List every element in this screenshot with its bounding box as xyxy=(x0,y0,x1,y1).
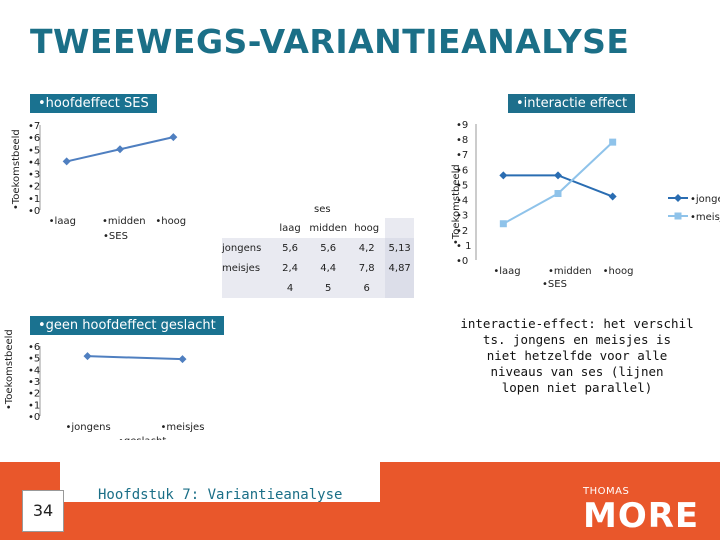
legend-marker xyxy=(674,194,682,202)
table-header-ses: ses xyxy=(314,204,331,215)
y-tick-label: •4 xyxy=(28,365,40,376)
data-point xyxy=(499,220,507,228)
y-axis-label: •Toekomstbeeld xyxy=(4,330,15,410)
x-axis-label: •geslacht xyxy=(118,436,166,440)
y-tick-label: •2 xyxy=(456,226,468,237)
table-cell: 5,6 xyxy=(282,242,299,254)
y-tick-label: •2 xyxy=(28,389,40,400)
table-row-label-meisjes: meisjes xyxy=(222,262,261,274)
x-axis-label: •SES xyxy=(103,231,128,242)
interaction-label: •interactie effect xyxy=(508,94,636,113)
data-point xyxy=(554,171,562,180)
y-tick-label: •5 xyxy=(456,180,468,191)
chart-gender: •Toekomstbeeld •0•1•2•3•4•5•6 •jongens •mei… xyxy=(4,330,205,440)
main-effect-label: •hoofdeffect SES xyxy=(30,94,157,113)
y-tick-label: •6 xyxy=(28,342,40,353)
x-tick-label: •laag xyxy=(493,266,520,277)
x-tick-label: •midden xyxy=(102,216,146,227)
logo-thomas-text: THOMAS xyxy=(583,486,630,497)
y-axis-label: •Toekomstbeeld xyxy=(451,164,462,245)
x-tick-label: •meisjes xyxy=(161,422,205,433)
y-tick-label: •6 xyxy=(456,165,468,176)
y-tick-label: •4 xyxy=(456,196,468,207)
table-cell: 2,4 xyxy=(282,262,299,274)
table-row-mean: 4,87 xyxy=(385,258,414,278)
data-point xyxy=(608,192,617,201)
y-tick-label: •1 xyxy=(28,194,40,205)
x-axis-label: •SES xyxy=(542,279,567,290)
y-tick-label: •6 xyxy=(28,133,40,144)
series-line xyxy=(502,141,614,225)
legend-label: •jongens xyxy=(690,194,720,205)
logo-more-text: MORE xyxy=(583,496,700,536)
y-tick-label: •5 xyxy=(28,145,40,156)
data-point xyxy=(499,171,508,180)
table-cell: 5,6 xyxy=(320,242,337,254)
table-col-mean: 5 xyxy=(325,282,332,294)
y-tick-label: •4 xyxy=(28,157,40,168)
data-point xyxy=(83,352,92,361)
y-tick-label: •3 xyxy=(456,211,468,222)
table-col-mean: 6 xyxy=(363,282,370,294)
y-tick-label: •3 xyxy=(28,377,40,388)
data-point xyxy=(116,145,124,154)
y-tick-label: •1 xyxy=(28,400,40,411)
legend-label: •meisjes xyxy=(690,212,720,223)
data-point xyxy=(609,138,617,146)
table-row-label-jongens: jongens xyxy=(222,242,262,254)
slide-title: TWEEWEGS-VARIANTIEANALYSE xyxy=(30,22,630,61)
no-gender-effect-label: •geen hoofdeffect geslacht xyxy=(30,316,224,335)
series-line xyxy=(87,355,183,361)
y-tick-label: • 1 xyxy=(456,241,471,252)
table-row-mean: 5,13 xyxy=(385,238,414,258)
y-tick-label: •8 xyxy=(456,135,468,146)
data-point xyxy=(554,190,562,198)
legend-marker xyxy=(674,212,682,220)
table-col-midden: midden xyxy=(309,222,348,234)
x-tick-label: •laag xyxy=(49,216,76,227)
means-table: ses laag midden hoog jongens 5,6 5,6 4,2… xyxy=(222,198,414,298)
interaction-explanation: interactie-effect: het verschil ts. jong… xyxy=(460,316,694,395)
x-tick-label: •hoog xyxy=(603,266,634,277)
y-tick-label: •0 xyxy=(456,256,468,267)
y-tick-label: •5 xyxy=(28,354,40,365)
y-tick-label: •2 xyxy=(28,182,40,193)
x-tick-label: •hoog xyxy=(155,216,186,227)
x-tick-label: •midden xyxy=(548,266,592,277)
footer-bar xyxy=(0,502,720,540)
y-tick-label: •0 xyxy=(28,206,40,217)
page-number: 34 xyxy=(22,490,64,532)
table-cell: 4,4 xyxy=(320,262,337,274)
table-cell: 7,8 xyxy=(358,262,375,274)
chart-main-effect-ses: •Toekomstbeeld •0•1•2•3 •4•5•6•7 •laag •midd… xyxy=(11,121,186,242)
data-point xyxy=(169,133,178,142)
data-point xyxy=(178,355,187,364)
footer-white-band xyxy=(60,462,380,502)
y-axis-label: •Toekomstbeeld xyxy=(11,129,22,210)
table-col-laag: laag xyxy=(279,222,301,234)
y-tick-label: •7 xyxy=(456,150,468,161)
chart-interaction: •Toekomstbeeld •0 • 1 •2 •3 •4 •5 •6 •7 •8 •9 •laag… xyxy=(451,120,720,290)
table-col-mean: 4 xyxy=(286,282,294,294)
y-tick-label: •3 xyxy=(28,170,40,181)
data-point xyxy=(62,157,71,166)
x-tick-label: •jongens xyxy=(66,422,111,433)
y-tick-label: •7 xyxy=(28,121,40,132)
table-cell: 4,2 xyxy=(358,242,375,254)
table-col-hoog: hoog xyxy=(354,222,380,234)
chapter-title: Hoofdstuk 7: Variantieanalyse xyxy=(98,487,343,503)
y-tick-label: •9 xyxy=(456,120,468,131)
y-tick-label: •0 xyxy=(28,412,40,423)
